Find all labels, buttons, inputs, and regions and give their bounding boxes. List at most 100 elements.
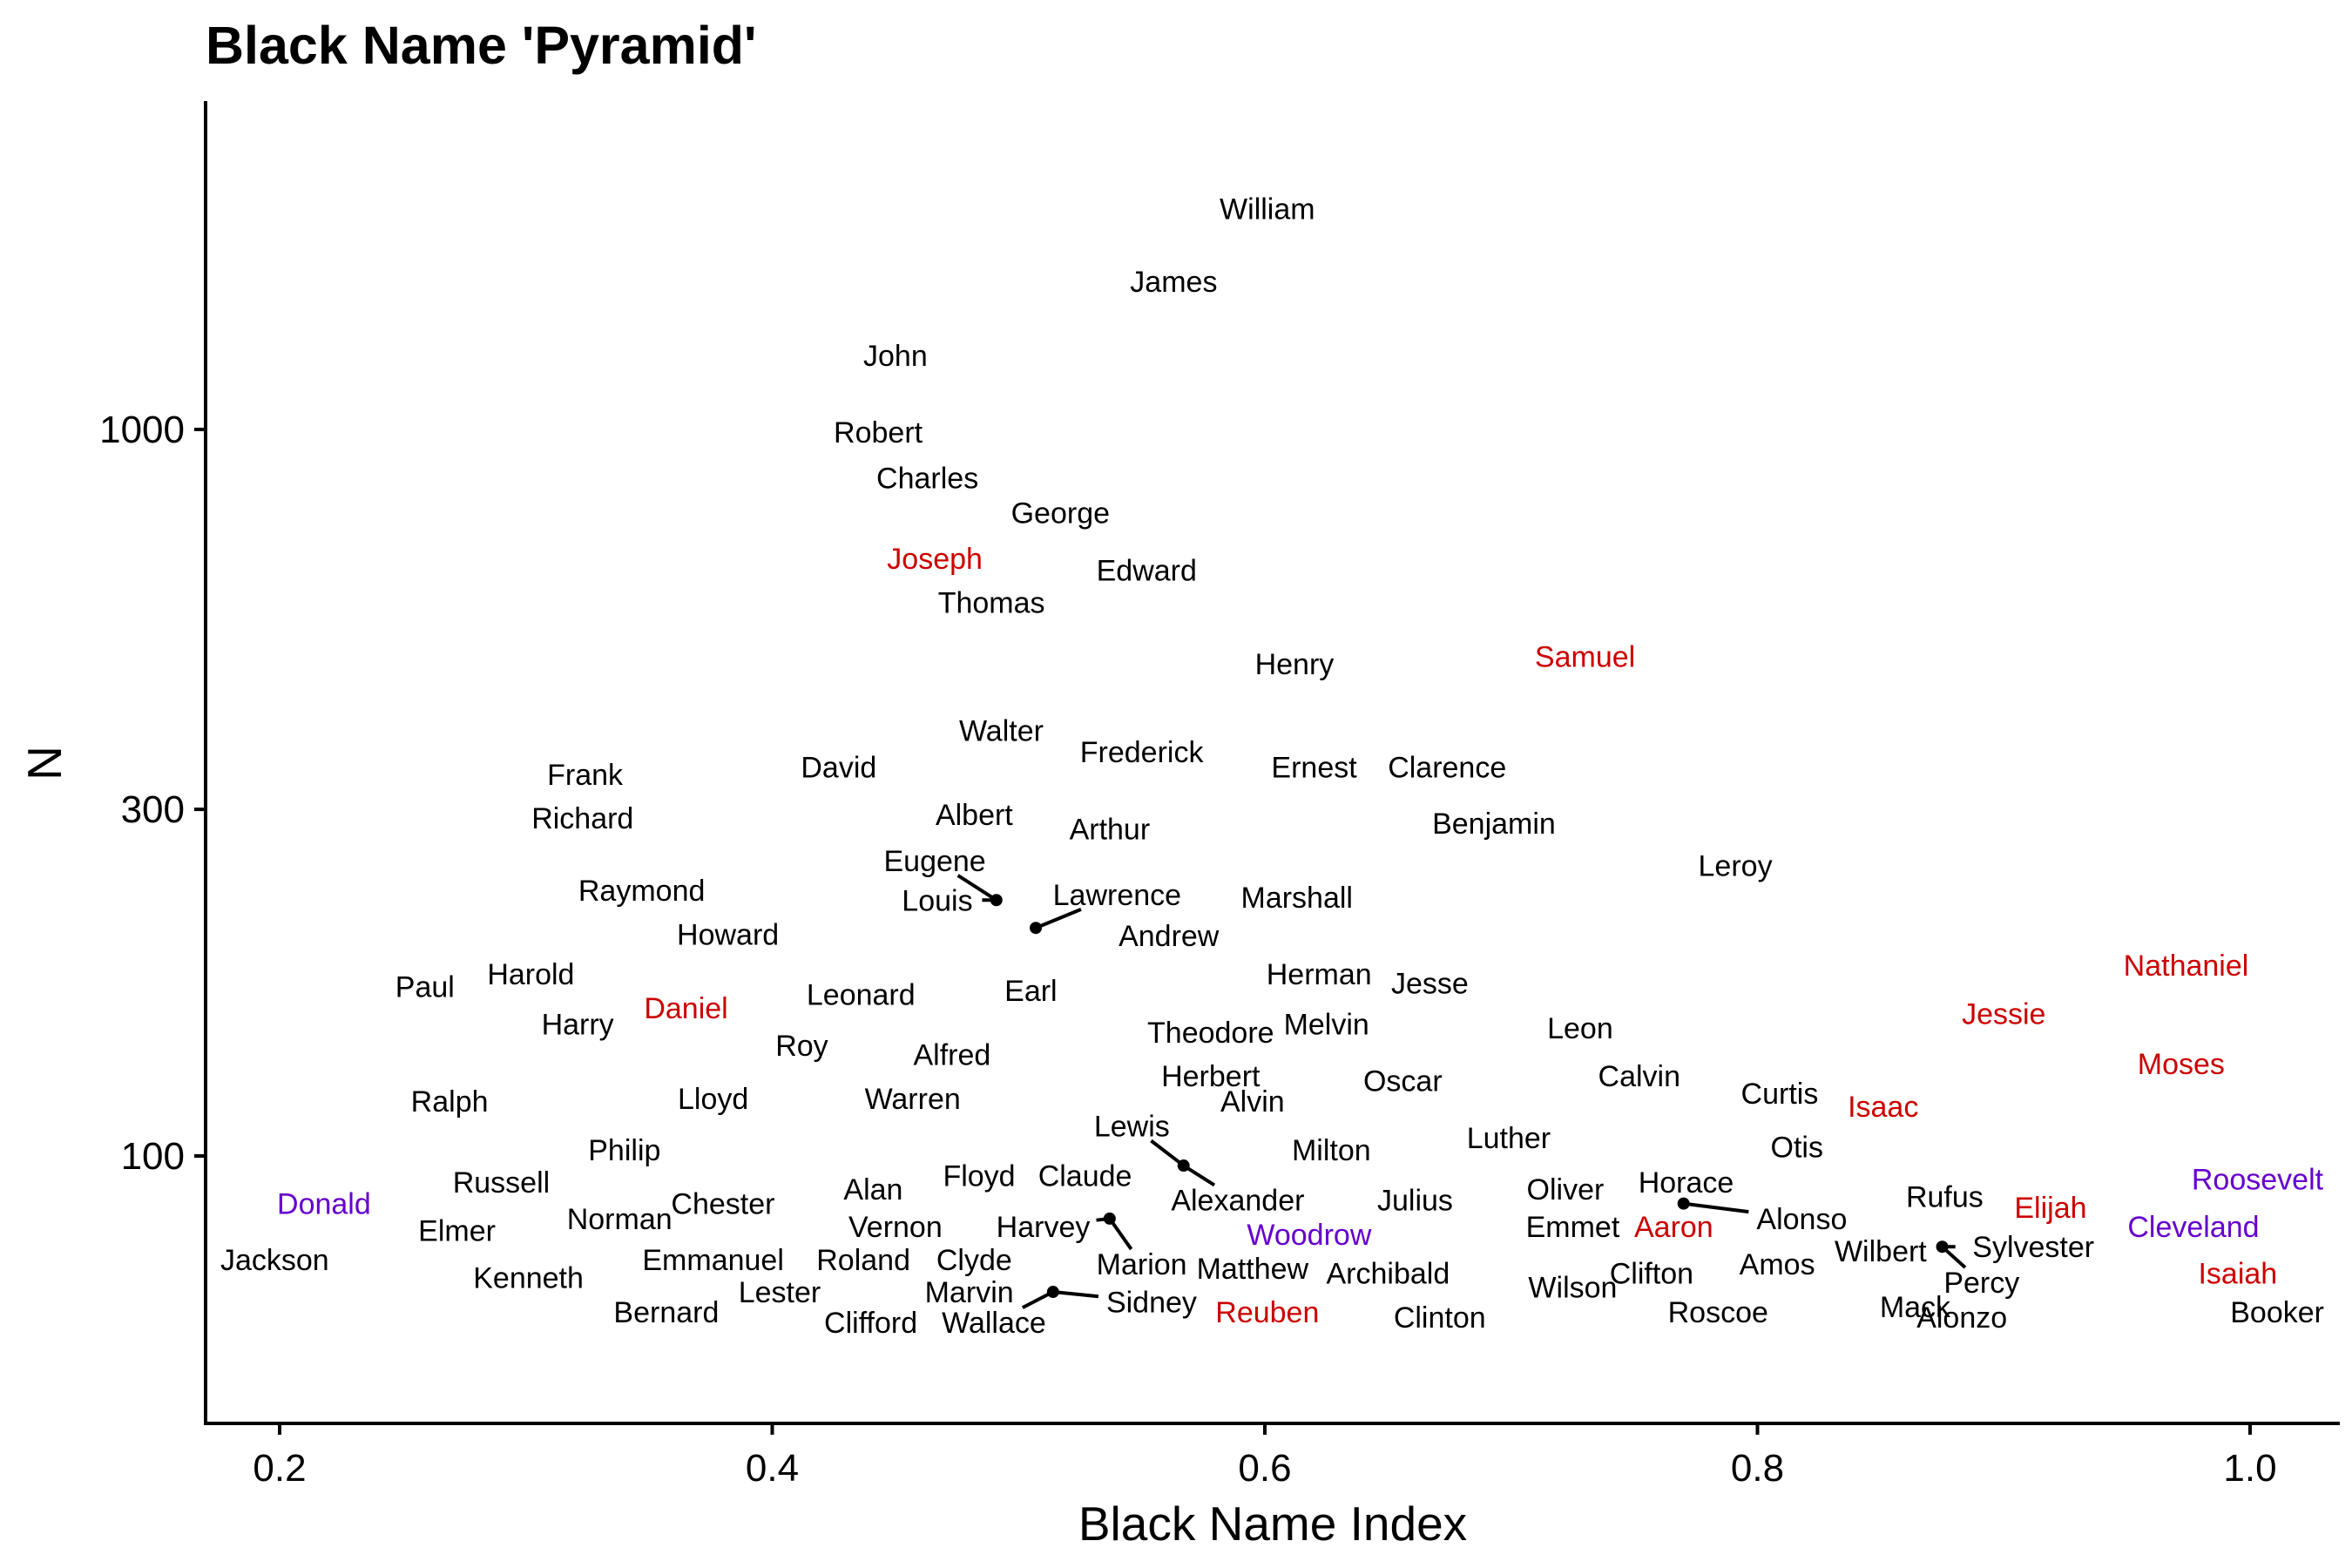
name-label: Melvin <box>1284 1008 1369 1041</box>
name-label: Alexander <box>1171 1184 1304 1217</box>
name-label: Philip <box>588 1134 660 1167</box>
name-label: Paul <box>395 971 455 1004</box>
name-label: Clarence <box>1388 752 1506 785</box>
label-leader-lines <box>956 874 1967 1309</box>
name-label: Daniel <box>644 992 727 1025</box>
name-label: Thomas <box>938 587 1045 620</box>
x-tick-label: 0.6 <box>1238 1447 1291 1490</box>
name-label: Clifton <box>1610 1257 1693 1290</box>
label-leader-line <box>1941 1245 1967 1269</box>
x-tick-label: 0.2 <box>253 1447 306 1490</box>
name-label: Samuel <box>1535 641 1635 674</box>
name-label: Percy <box>1943 1267 2019 1300</box>
name-label: Norman <box>567 1203 672 1236</box>
x-axis-ticks: 0.2 0.4 0.6 0.8 1.0 <box>253 1423 2277 1490</box>
name-label: Reuben <box>1215 1296 1319 1329</box>
name-label: Archibald <box>1327 1257 1450 1290</box>
name-label: Earl <box>1004 975 1057 1008</box>
y-tick-label: 1000 <box>99 409 185 451</box>
label-leader-line <box>1150 1139 1185 1167</box>
name-label: Eugene <box>883 845 985 878</box>
name-label: Russell <box>453 1166 550 1200</box>
name-label: Julius <box>1377 1184 1453 1217</box>
name-label: Frank <box>547 759 624 792</box>
name-label: Roosevelt <box>2192 1163 2324 1196</box>
name-label: Andrew <box>1119 920 1220 953</box>
label-leader-line <box>1182 1164 1216 1187</box>
name-label: Milton <box>1292 1134 1371 1167</box>
name-label: Sidney <box>1106 1286 1197 1319</box>
name-label: Clyde <box>936 1244 1012 1277</box>
name-label: Moses <box>2138 1048 2225 1081</box>
name-label: Louis <box>902 884 972 917</box>
name-label: Kenneth <box>473 1262 584 1295</box>
y-tick-label: 100 <box>121 1135 185 1178</box>
name-label: Harold <box>487 958 574 991</box>
name-label: Leroy <box>1699 850 1773 883</box>
name-label: Sylvester <box>1972 1231 2094 1264</box>
name-label: John <box>863 340 928 373</box>
name-label: Marion <box>1097 1248 1187 1281</box>
name-label: Harry <box>542 1008 614 1041</box>
name-label: Curtis <box>1741 1078 1819 1111</box>
name-label: Alvin <box>1220 1085 1285 1119</box>
name-label: Alonzo <box>1916 1301 2007 1335</box>
name-label: Benjamin <box>1432 808 1556 841</box>
name-label: Walter <box>959 715 1044 748</box>
name-label: Marvin <box>925 1276 1014 1309</box>
name-label: Albert <box>936 799 1013 832</box>
label-leader-line <box>956 874 997 902</box>
name-label: Floyd <box>943 1159 1015 1193</box>
name-label: Elmer <box>418 1214 496 1247</box>
name-label: Clifford <box>824 1307 917 1340</box>
name-label: Frederick <box>1080 736 1205 769</box>
y-tick-label: 300 <box>121 788 185 831</box>
name-label: Cleveland <box>2127 1211 2259 1244</box>
x-tick-label: 0.8 <box>1731 1447 1784 1490</box>
name-label: Richard <box>531 802 633 835</box>
name-label: Jesse <box>1391 967 1469 1000</box>
name-label: Herman <box>1267 958 1372 991</box>
name-label: Marshall <box>1241 882 1353 915</box>
name-label: Oscar <box>1363 1064 1443 1098</box>
name-label: Matthew <box>1197 1253 1309 1286</box>
name-label: Roscoe <box>1668 1296 1768 1329</box>
name-label: Lester <box>739 1276 821 1309</box>
name-label: Vernon <box>848 1211 943 1244</box>
name-label: Aaron <box>1634 1211 1713 1244</box>
name-label: Woodrow <box>1247 1219 1371 1252</box>
x-tick-label: 1.0 <box>2223 1447 2276 1490</box>
name-label: Leonard <box>807 978 916 1011</box>
name-label: Wallace <box>942 1307 1046 1340</box>
name-label: Ralph <box>411 1085 489 1119</box>
name-label: Luther <box>1467 1122 1551 1155</box>
name-label: Robert <box>834 416 923 449</box>
name-label: Bernard <box>613 1296 719 1329</box>
name-label: William <box>1220 193 1315 226</box>
name-label: James <box>1130 266 1217 299</box>
name-label: Roland <box>816 1244 910 1277</box>
name-label: Arthur <box>1070 813 1151 846</box>
name-label: Emmet <box>1526 1211 1620 1244</box>
label-leader-line <box>1108 1217 1133 1251</box>
name-label: Calvin <box>1598 1060 1680 1093</box>
name-label: Ernest <box>1271 752 1357 785</box>
name-label: Joseph <box>887 543 983 576</box>
label-leader-line <box>1021 1290 1054 1309</box>
name-label: Herbert <box>1161 1060 1260 1093</box>
name-label: Leon <box>1547 1012 1613 1045</box>
name-labels: William James John Robert Charles George Josep… <box>220 193 2324 1341</box>
name-label: Donald <box>277 1188 371 1221</box>
name-label: Rufus <box>1906 1180 1984 1213</box>
name-label: George <box>1011 497 1110 531</box>
name-label: Henry <box>1255 648 1335 681</box>
name-label: Lloyd <box>678 1083 748 1116</box>
name-label: Wilson <box>1528 1272 1617 1305</box>
name-label: Isaac <box>1848 1091 1918 1124</box>
name-label: Alonso <box>1756 1203 1847 1236</box>
name-label: Lawrence <box>1053 879 1181 912</box>
label-leader-line <box>1035 908 1082 930</box>
name-label: Chester <box>671 1188 774 1221</box>
name-label: Alfred <box>913 1038 990 1071</box>
